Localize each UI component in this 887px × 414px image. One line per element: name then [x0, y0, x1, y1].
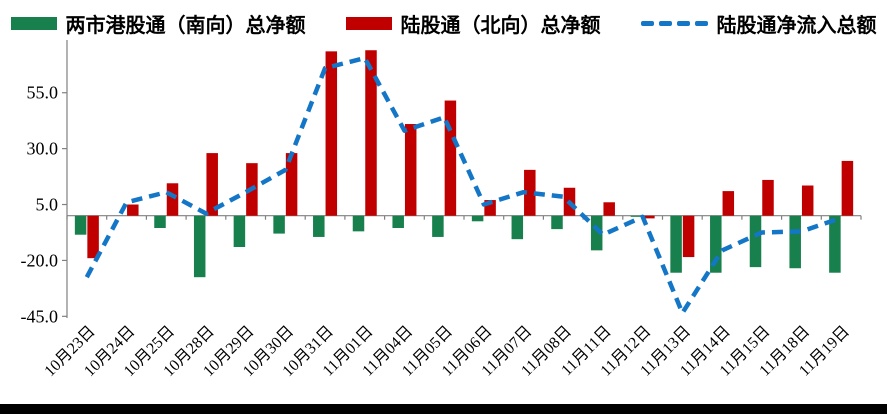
inflow-legend-label: 陆股通净流入总额	[716, 15, 877, 37]
southbound-bar-2	[154, 215, 166, 228]
northbound-legend-label: 陆股通（北向）总净额	[400, 15, 601, 37]
southbound-bar-0	[74, 215, 87, 235]
northbound-bar-19	[841, 160, 854, 216]
chart-legend: 两市港股通（南向）总净额 陆股通（北向）总净额 陆股通净流入总额	[0, 9, 887, 38]
northbound-bar-11	[524, 169, 536, 216]
northbound-bar-10	[484, 200, 496, 216]
northbound-bar-3	[206, 153, 218, 216]
northbound-bar-17	[762, 179, 774, 216]
legend-item-southbound: 两市港股通（南向）总净额	[10, 9, 306, 38]
southbound-bar-16	[710, 215, 722, 273]
northbound-bar-6	[325, 51, 338, 216]
legend-item-inflow: 陆股通净流入总额	[640, 9, 877, 38]
northbound-bar-8	[404, 124, 417, 216]
southbound-bar-18	[789, 215, 801, 269]
southbound-bar-4	[233, 215, 246, 248]
northbound-bar-13	[603, 202, 615, 216]
northbound-bar-18	[801, 185, 814, 216]
northbound-bar-2	[166, 183, 179, 216]
southbound-bar-10	[471, 215, 484, 222]
y-tick-label: 55.0	[27, 83, 59, 103]
northbound-legend-swatch	[345, 17, 392, 30]
southbound-bar-7	[352, 215, 365, 232]
legend-item-northbound: 陆股通（北向）总净额	[345, 9, 601, 38]
southbound-bar-17	[749, 215, 762, 268]
y-tick-label: 5.0	[36, 195, 59, 215]
northbound-bar-7	[365, 50, 377, 216]
southbound-bar-6	[313, 215, 325, 237]
inflow-line	[84, 55, 842, 316]
northbound-bar-14	[643, 215, 655, 219]
southbound-legend-swatch	[10, 17, 57, 30]
bottom-border-bar	[0, 404, 887, 414]
northbound-bar-9	[444, 100, 457, 216]
northbound-bar-1	[127, 204, 139, 216]
northbound-bar-16	[722, 191, 735, 216]
southbound-bar-8	[392, 215, 404, 228]
southbound-bar-15	[670, 215, 682, 273]
southbound-legend-label: 两市港股通（南向）总净额	[65, 15, 306, 37]
southbound-bar-3	[193, 215, 206, 278]
northbound-bar-5	[285, 153, 298, 216]
northbound-bar-15	[682, 215, 695, 258]
y-tick-label: -45.0	[21, 306, 59, 326]
southbound-bar-19	[829, 215, 841, 273]
southbound-bar-13	[590, 215, 603, 251]
y-tick-label: -20.0	[21, 250, 59, 270]
southbound-bar-9	[432, 215, 444, 237]
southbound-bar-14	[630, 215, 643, 217]
southbound-bar-12	[551, 215, 563, 230]
inflow-legend-dash-icon	[640, 21, 708, 26]
northbound-bar-0	[87, 215, 99, 259]
y-tick-label: 30.0	[27, 139, 59, 159]
southbound-bar-5	[273, 215, 285, 234]
southbound-bar-11	[511, 215, 524, 240]
